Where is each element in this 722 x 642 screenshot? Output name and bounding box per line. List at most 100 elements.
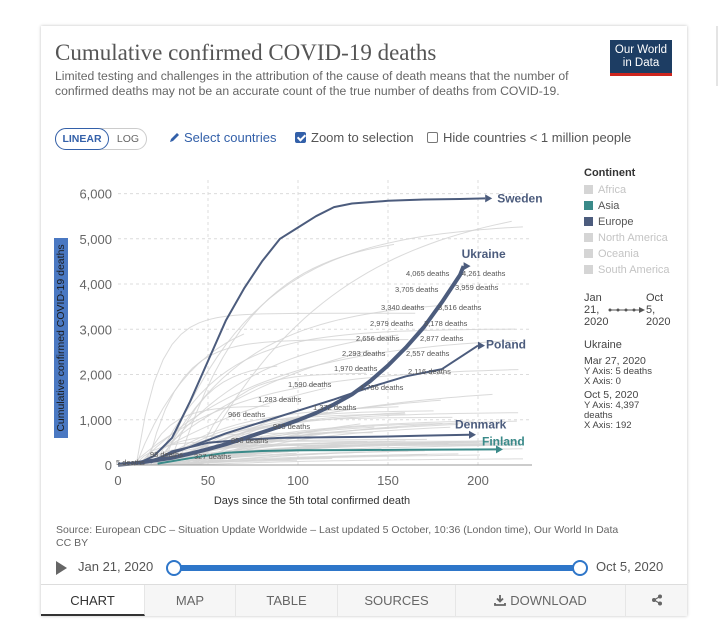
select-countries-label: Select countries bbox=[184, 130, 277, 145]
legend-item[interactable]: Asia bbox=[584, 198, 670, 214]
background-country-line bbox=[133, 441, 521, 466]
background-country-line bbox=[154, 334, 399, 466]
data-annotation: 1,786 deaths bbox=[360, 383, 404, 392]
legend-item[interactable]: North America bbox=[584, 230, 670, 246]
play-icon[interactable] bbox=[56, 561, 67, 575]
x-axis-title: Days since the 5th total confirmed death bbox=[214, 495, 410, 507]
zoom-checkbox[interactable] bbox=[295, 132, 306, 143]
legend-label: South America bbox=[598, 264, 670, 276]
series-arrow-sweden bbox=[485, 194, 493, 203]
legend-title: Continent bbox=[584, 167, 636, 179]
timeline-end-handle[interactable] bbox=[572, 560, 588, 576]
timeline-start-handle[interactable] bbox=[166, 560, 182, 576]
legend-item[interactable]: South America bbox=[584, 262, 670, 278]
pencil-icon bbox=[170, 133, 179, 142]
x-tick-label: 200 bbox=[467, 473, 489, 488]
hide-small-countries-toggle[interactable]: Hide countries < 1 million people bbox=[427, 130, 631, 145]
series-line-poland bbox=[153, 344, 479, 461]
chart-card: Cumulative confirmed COVID-19 deaths Lim… bbox=[41, 26, 687, 616]
legend-label: Europe bbox=[598, 216, 634, 228]
background-country-line bbox=[162, 459, 298, 466]
tab-download[interactable]: DOWNLOAD bbox=[456, 585, 626, 616]
y-axis-title-highlight bbox=[54, 238, 68, 438]
series-labels: Sweden Ukraine Poland Denmark Finland bbox=[455, 191, 543, 448]
legend-item[interactable]: Oceania bbox=[584, 246, 670, 262]
background-country-line bbox=[134, 440, 486, 466]
data-annotation: 1,590 deaths bbox=[288, 380, 332, 389]
page-title: Cumulative confirmed COVID-19 deaths bbox=[55, 40, 437, 65]
zoom-to-selection-toggle[interactable]: Zoom to selection bbox=[295, 130, 414, 145]
legend-label: North America bbox=[598, 232, 668, 244]
x-tick-label: 50 bbox=[201, 473, 215, 488]
tab-share[interactable] bbox=[626, 585, 687, 616]
select-countries-button[interactable]: Select countries bbox=[169, 130, 277, 145]
linear-button[interactable]: LINEAR bbox=[55, 128, 109, 150]
time-end-month: Oct bbox=[646, 292, 664, 304]
time-start-year: 2020 bbox=[584, 316, 609, 328]
owid-logo[interactable]: Our World in Data bbox=[610, 40, 672, 76]
data-annotation: 1,372 deaths bbox=[313, 403, 357, 412]
legend-swatch bbox=[584, 249, 593, 258]
background-country-line bbox=[194, 372, 367, 466]
log-button[interactable]: LOG bbox=[116, 133, 140, 145]
tab-chart-label: CHART bbox=[70, 593, 115, 608]
legend-item[interactable]: Africa bbox=[584, 182, 670, 198]
series-line-denmark bbox=[149, 433, 470, 464]
source-note: Source: European CDC – Situation Update … bbox=[56, 524, 676, 549]
background-country-line bbox=[196, 220, 512, 466]
data-annotation: 858 deaths bbox=[231, 436, 268, 445]
data-annotation: 1,283 deaths bbox=[258, 395, 302, 404]
background-country-line bbox=[149, 442, 321, 466]
data-annotation: 966 deaths bbox=[228, 410, 265, 419]
source-line: Source: European CDC – Situation Update … bbox=[56, 524, 619, 536]
data-annotation: 2,979 deaths bbox=[370, 319, 414, 328]
y-tick-label: 6,000 bbox=[79, 187, 112, 202]
legend-swatch bbox=[584, 217, 593, 226]
series-arrow-ukraine bbox=[463, 262, 471, 271]
share-icon bbox=[651, 594, 662, 606]
series-line-ukraine bbox=[117, 265, 466, 467]
data-annotation: 3,340 deaths bbox=[381, 303, 425, 312]
time-start-day: 21, bbox=[584, 304, 600, 316]
timeline-track[interactable] bbox=[174, 565, 580, 571]
y-tick-label: 0 bbox=[105, 458, 112, 473]
window-edge bbox=[716, 26, 718, 86]
info-start-date: Mar 27, 2020 bbox=[584, 355, 646, 367]
series-line-sweden bbox=[133, 197, 486, 466]
license-link[interactable]: CC BY bbox=[56, 536, 89, 549]
data-annotation: 327 deaths bbox=[194, 452, 231, 461]
tab-map[interactable]: MAP bbox=[145, 585, 236, 616]
tab-table[interactable]: TABLE bbox=[236, 585, 338, 616]
info-end-x: X Axis: 192 bbox=[584, 420, 632, 431]
legend-item[interactable]: Europe bbox=[584, 214, 670, 230]
tab-sources[interactable]: SOURCES bbox=[338, 585, 456, 616]
logo-red-bar bbox=[610, 73, 672, 76]
legend-label: Oceania bbox=[598, 248, 639, 260]
data-annotation: 5 deaths bbox=[116, 458, 145, 467]
y-tick-label: 1,000 bbox=[79, 413, 112, 428]
background-country-line bbox=[135, 333, 245, 466]
background-country-line bbox=[143, 405, 270, 466]
axes: 0 1,000 2,000 3,000 4,000 5,000 6,000 0 50 100 150… bbox=[54, 187, 532, 507]
tab-table-label: TABLE bbox=[266, 593, 307, 608]
scale-toggle[interactable]: LINEAR LOG bbox=[55, 128, 147, 150]
info-start-x: X Axis: 0 bbox=[584, 376, 621, 387]
time-end-year: 2020 bbox=[646, 316, 671, 328]
x-tick-label: 150 bbox=[377, 473, 399, 488]
background-country-line bbox=[177, 243, 395, 466]
logo-line-2: in Data bbox=[622, 56, 660, 69]
tab-sources-label: SOURCES bbox=[364, 593, 429, 608]
data-annotation: 2,877 deaths bbox=[420, 334, 464, 343]
tab-map-label: MAP bbox=[175, 593, 205, 608]
hide-checkbox[interactable] bbox=[427, 132, 438, 143]
info-end-y: Y Axis: 4,397 bbox=[584, 400, 640, 411]
tab-chart[interactable]: CHART bbox=[41, 585, 145, 616]
info-country: Ukraine bbox=[584, 339, 622, 351]
time-end: Oct 5, 2020 bbox=[646, 292, 674, 328]
info-end-y-unit: deaths bbox=[584, 410, 613, 421]
logo-line-1: Our World bbox=[614, 44, 668, 56]
background-country-line bbox=[137, 340, 517, 466]
tab-bar: CHART MAP TABLE SOURCES DOWNLOAD bbox=[41, 584, 687, 616]
